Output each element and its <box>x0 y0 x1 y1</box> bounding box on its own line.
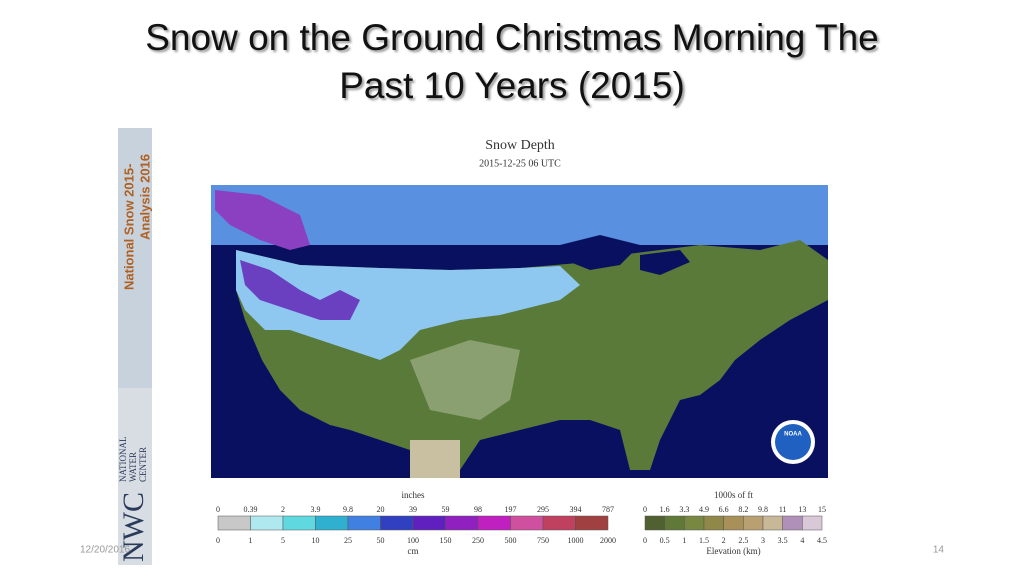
legend-label: 10 <box>312 536 320 545</box>
legend-label: 787 <box>602 505 614 514</box>
legend-label: 394 <box>570 505 582 514</box>
legend-unit: inches <box>402 490 425 500</box>
legend-swatch <box>802 515 823 531</box>
legend-label: 25 <box>344 536 352 545</box>
map-plains <box>410 340 520 420</box>
footer-date: 12/20/2016 <box>80 545 130 556</box>
sidebar-org: CENTER <box>138 447 148 482</box>
legend-label: 3.5 <box>778 536 788 545</box>
legend-swatch <box>664 515 685 531</box>
legend-swatch <box>412 515 446 531</box>
slide-title-line2: Past 10 Years (2015) <box>339 65 685 106</box>
legend-swatch <box>542 515 576 531</box>
map-mexico <box>410 440 460 478</box>
sidebar-snow <box>118 128 152 388</box>
legend-label: 1.5 <box>699 536 709 545</box>
legend-swatch <box>684 515 705 531</box>
slide-title-line1: Snow on the Ground Christmas Morning The <box>145 17 879 58</box>
legend-label: 3 <box>761 536 765 545</box>
legend-label: 2000 <box>600 536 616 545</box>
map-lakes <box>640 250 690 275</box>
legend-label: 250 <box>472 536 484 545</box>
legend-swatch <box>380 515 414 531</box>
legend-label: 2 <box>281 505 285 514</box>
legend-label: 1 <box>682 536 686 545</box>
sidebar-banner: National Snow 2015- <box>121 164 136 290</box>
legend-label: 150 <box>440 536 452 545</box>
footer-page: 14 <box>933 545 945 556</box>
noaa-logo-inner <box>775 424 811 460</box>
legend-swatch <box>445 515 479 531</box>
map: NOAA <box>211 185 828 478</box>
legend-label: 8.2 <box>738 505 748 514</box>
legend-label: 4.9 <box>699 505 709 514</box>
legend-swatch <box>762 515 783 531</box>
legend-label: 15 <box>818 505 826 514</box>
sidebar-banner: Analysis 2016 <box>137 154 152 240</box>
legend-label: 50 <box>377 536 385 545</box>
legend-swatch <box>477 515 511 531</box>
legend-label: 0.39 <box>244 505 258 514</box>
legend-label: 295 <box>537 505 549 514</box>
legend-label: 750 <box>537 536 549 545</box>
legend-label: 5 <box>281 536 285 545</box>
map-title: Snow Depth <box>485 138 555 153</box>
legend-label: 2 <box>722 536 726 545</box>
legend-label: 9.8 <box>758 505 768 514</box>
legend-swatch <box>282 515 316 531</box>
legend-unit: Elevation (km) <box>706 546 760 556</box>
legend-label: 6.6 <box>719 505 729 514</box>
legend-swatch <box>644 515 665 531</box>
map-timestamp: 2015-12-25 06 UTC <box>479 158 561 169</box>
legend-label: 197 <box>505 505 517 514</box>
legend-label: 39 <box>409 505 417 514</box>
legend-label: 0 <box>216 536 220 545</box>
sidebar-org: WATER <box>128 452 138 482</box>
legend-label: 1000 <box>568 536 584 545</box>
legend-label: 3.3 <box>679 505 689 514</box>
legend-unit: 1000s of ft <box>714 490 753 500</box>
map-deep-snow <box>240 260 360 320</box>
legend-swatch <box>250 515 284 531</box>
legend-label: 500 <box>505 536 517 545</box>
legend-swatch <box>723 515 744 531</box>
legend-label: 1 <box>249 536 253 545</box>
legend-swatch <box>510 515 544 531</box>
map-lakes <box>560 235 640 270</box>
legend-label: 0.5 <box>660 536 670 545</box>
legend-label: 98 <box>474 505 482 514</box>
map-canada <box>211 185 828 245</box>
legend-label: 2.5 <box>738 536 748 545</box>
map-snow <box>236 250 580 360</box>
legend-label: 0 <box>643 505 647 514</box>
legend-label: 9.8 <box>343 505 353 514</box>
legend-label: 4.5 <box>817 536 827 545</box>
legend-label: 1.6 <box>660 505 670 514</box>
legend-swatch <box>575 515 609 531</box>
noaa-logo-text: NOAA <box>784 432 802 438</box>
legend-label: 13 <box>798 505 806 514</box>
legend-swatch <box>782 515 803 531</box>
map-deep-snow <box>215 190 310 250</box>
legend-label: 20 <box>377 505 385 514</box>
legend-label: 3.9 <box>311 505 321 514</box>
legend-swatch <box>315 515 349 531</box>
legend-swatch <box>347 515 381 531</box>
legend-label: 100 <box>407 536 419 545</box>
legend-swatch <box>703 515 724 531</box>
legend-label: 59 <box>442 505 450 514</box>
sidebar-org: NATIONAL <box>118 437 128 483</box>
legend-label: 4 <box>800 536 804 545</box>
legend-label: 0 <box>216 505 220 514</box>
legend-label: 11 <box>779 505 787 514</box>
legend-unit: cm <box>408 546 419 556</box>
legend-swatch <box>743 515 764 531</box>
legend-swatch <box>217 515 251 531</box>
sidebar-logo: NWC <box>117 492 150 562</box>
legend-label: 0 <box>643 536 647 545</box>
